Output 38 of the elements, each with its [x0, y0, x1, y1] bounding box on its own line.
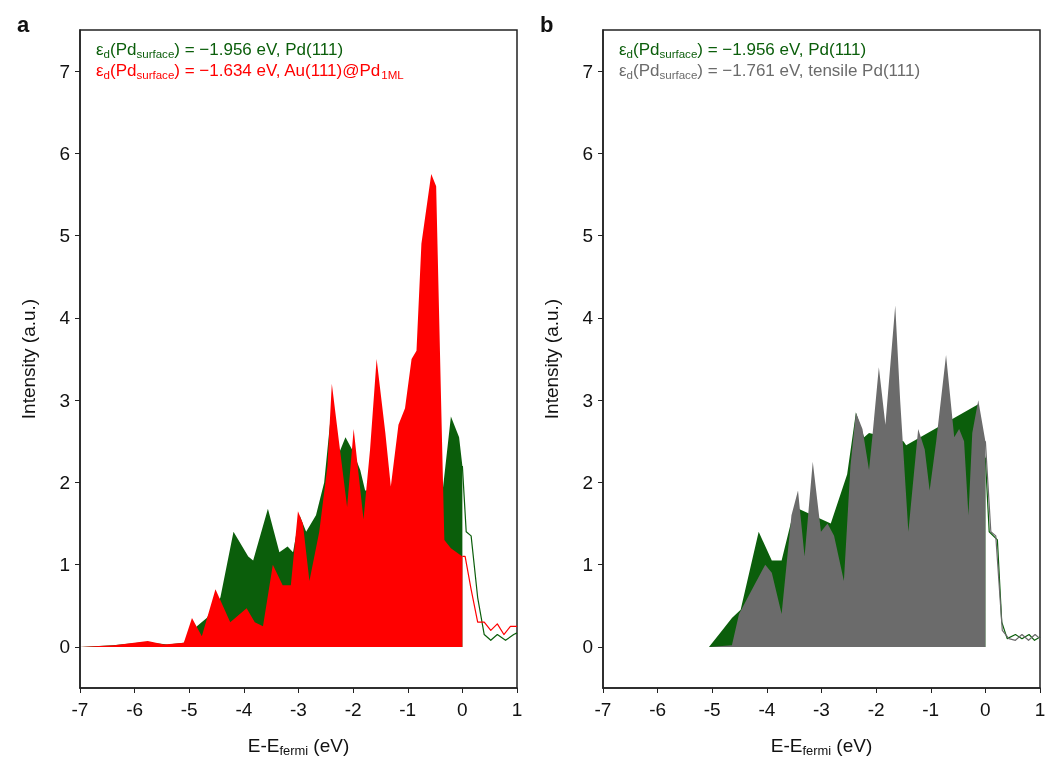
x-tick-label: -3	[290, 699, 307, 720]
y-tick-label: 2	[582, 471, 593, 493]
y-tick-label: 7	[59, 60, 70, 82]
chart-title: a	[17, 11, 30, 37]
x-tick-label: -7	[594, 699, 612, 720]
y-tick-label: 6	[59, 142, 70, 164]
x-tick-label: 0	[457, 699, 468, 720]
y-axis-title: Intensity (a.u.)	[541, 298, 562, 420]
x-tick-label: 0	[980, 699, 991, 720]
y-tick-label: 2	[59, 471, 70, 493]
x-tick-label: -2	[344, 699, 362, 720]
y-tick-label: 1	[582, 554, 593, 576]
x-tick-label: -2	[867, 699, 885, 720]
y-tick-label: 5	[582, 225, 593, 247]
y-tick-label: 7	[582, 60, 593, 82]
x-tick-label: -7	[71, 699, 89, 720]
y-tick-label: 3	[582, 389, 593, 411]
y-tick-label: 3	[59, 389, 70, 411]
x-tick-label: -1	[399, 699, 417, 720]
y-tick-label: 4	[59, 307, 71, 329]
y-tick-label: 0	[582, 636, 593, 658]
y-axis-title: Intensity (a.u.)	[18, 298, 39, 420]
x-tick-label: -1	[922, 699, 940, 720]
y-tick-label: 4	[582, 307, 594, 329]
x-tick-label: -3	[813, 699, 830, 720]
x-tick-label: -6	[126, 699, 144, 720]
y-tick-label: 0	[59, 636, 70, 658]
y-tick-label: 5	[59, 225, 70, 247]
x-tick-label: 1	[1034, 699, 1046, 720]
x-tick-label: -6	[649, 699, 667, 720]
x-tick-label: -4	[235, 699, 253, 720]
chart-title: b	[540, 11, 554, 37]
x-tick-label: -5	[180, 699, 198, 720]
x-tick-label: -4	[758, 699, 776, 720]
y-tick-label: 6	[582, 142, 593, 164]
y-tick-label: 1	[59, 554, 70, 576]
x-tick-label: 1	[511, 699, 523, 720]
x-tick-label: -5	[703, 699, 721, 720]
